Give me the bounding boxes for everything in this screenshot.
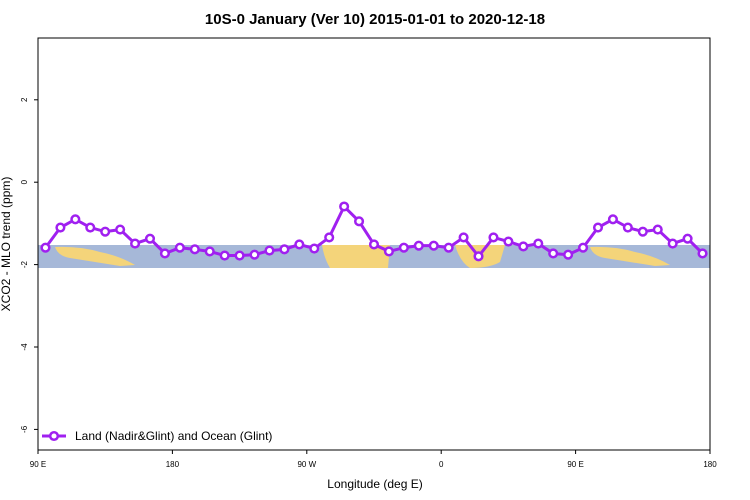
- y-axis-label: XCO2 - MLO trend (ppm): [0, 177, 13, 312]
- y-tick-label: -6: [20, 425, 29, 433]
- data-point: [518, 241, 529, 252]
- land: [55, 246, 135, 266]
- data-point: [324, 232, 335, 243]
- x-tick-label: 90 E: [567, 460, 583, 469]
- data-point: [398, 242, 409, 253]
- land: [322, 245, 390, 268]
- data-point: [682, 233, 693, 244]
- data-point: [473, 251, 484, 262]
- data-point: [354, 216, 365, 227]
- data-point: [428, 240, 439, 251]
- data-point: [40, 242, 51, 253]
- data-point: [697, 248, 708, 259]
- data-point: [70, 214, 81, 225]
- legend-marker: [48, 430, 60, 442]
- y-tick-label: -4: [20, 343, 29, 351]
- data-point: [309, 243, 320, 254]
- x-tick-label: 0: [439, 460, 444, 469]
- data-point: [55, 222, 66, 233]
- data-point: [503, 236, 514, 247]
- data-point: [548, 248, 559, 259]
- data-point: [339, 201, 350, 212]
- data-point: [383, 246, 394, 257]
- data-point: [189, 244, 200, 255]
- data-point: [637, 226, 648, 237]
- x-axis-label: Longitude (deg E): [327, 477, 422, 491]
- x-tick-label: 90 W: [297, 460, 316, 469]
- x-tick-label: 180: [703, 460, 717, 469]
- data-point: [264, 245, 275, 256]
- data-point: [130, 238, 141, 249]
- data-point: [174, 242, 185, 253]
- data-point: [204, 246, 215, 257]
- data-point: [144, 233, 156, 244]
- data-point: [413, 240, 424, 251]
- data-point: [115, 224, 126, 235]
- data-point: [488, 232, 499, 243]
- data-point: [652, 224, 663, 235]
- data-point: [249, 249, 260, 260]
- data-point: [219, 250, 230, 261]
- y-tick-label: -2: [20, 260, 29, 268]
- data-point: [458, 232, 469, 243]
- legend-label: Land (Nadir&Glint) and Ocean (Glint): [75, 429, 272, 443]
- data-point: [85, 222, 96, 233]
- data-point: [533, 238, 544, 249]
- data-point: [159, 248, 170, 259]
- data-point: [443, 242, 454, 253]
- y-tick-label: 0: [20, 179, 29, 184]
- y-tick-label: 2: [20, 97, 29, 102]
- data-point: [279, 244, 290, 255]
- x-tick-label: 180: [166, 460, 180, 469]
- chart-title: 10S-0 January (Ver 10) 2015-01-01 to 202…: [205, 11, 545, 28]
- x-tick-label: 90 E: [30, 460, 46, 469]
- data-point: [592, 222, 604, 233]
- land: [590, 246, 670, 266]
- data-point: [100, 226, 111, 237]
- data-point: [563, 249, 574, 260]
- plot-frame: [37, 37, 711, 451]
- data-point: [607, 214, 618, 225]
- data-point: [622, 222, 633, 233]
- data-point: [368, 239, 380, 250]
- data-point: [578, 242, 589, 253]
- data-point: [294, 239, 305, 250]
- data-point: [234, 250, 245, 261]
- data-point: [667, 238, 678, 249]
